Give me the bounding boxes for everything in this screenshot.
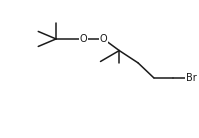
- Text: Br: Br: [186, 73, 197, 83]
- Text: O: O: [80, 34, 88, 44]
- Text: O: O: [100, 34, 107, 44]
